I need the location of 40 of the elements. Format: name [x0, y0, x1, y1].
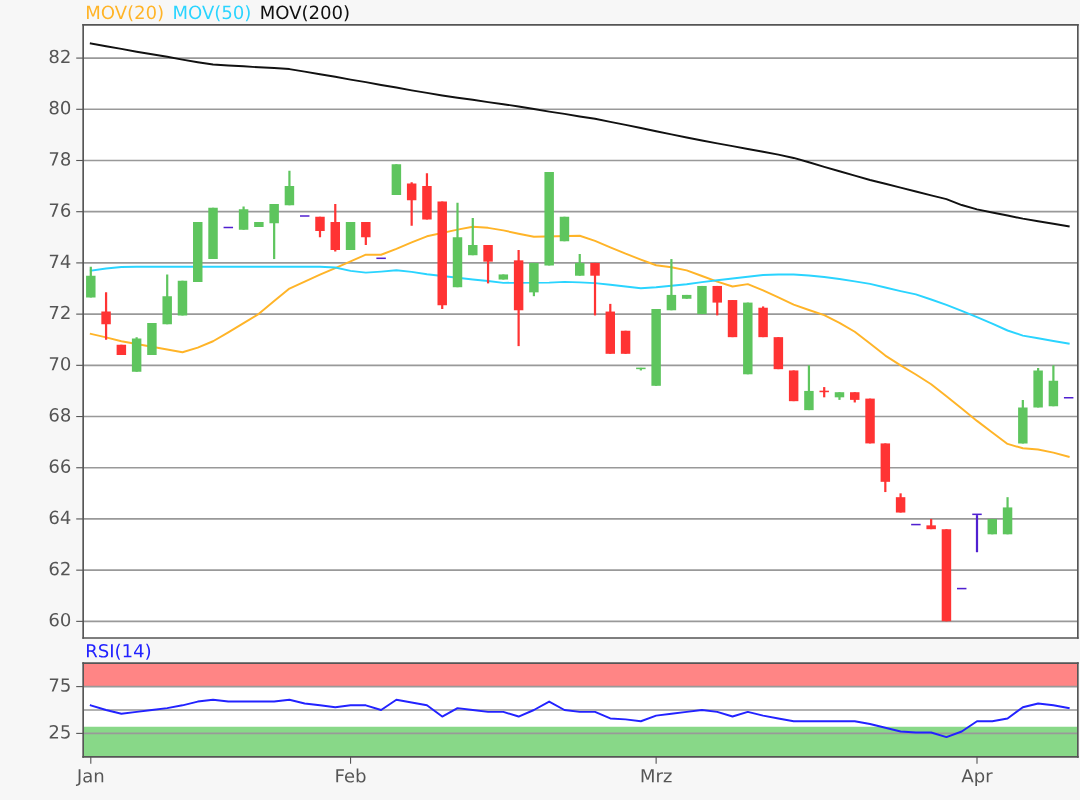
candlestick: [590, 261, 600, 317]
line-series: [89, 225, 1070, 458]
candlestick: [483, 243, 493, 285]
text: MOV(20): [87, 5, 163, 22]
x-tick-label: Jan: [75, 769, 104, 786]
candlestick: [804, 364, 814, 412]
y-tick-label: 62: [49, 561, 70, 576]
y-tick-label: 80: [49, 100, 71, 115]
y-tick-label: 75: [49, 678, 70, 692]
y-tick-label: 74: [49, 254, 71, 268]
candlestick: [575, 252, 585, 277]
candlestick: [284, 169, 295, 207]
y-tick-label: 25: [49, 724, 70, 739]
text: MOV(50): [174, 5, 250, 22]
x-tick-label: Feb: [336, 768, 366, 783]
text: RSI(14): [87, 643, 151, 660]
y-tick-label: 68: [49, 408, 71, 422]
y-tick-label: 82: [49, 49, 70, 64]
candlestick: [468, 217, 478, 257]
candlestick: [238, 205, 249, 231]
candlestick: [712, 284, 722, 317]
line-series: [89, 698, 1070, 739]
candlestick: [895, 492, 906, 514]
line-series: [89, 42, 1070, 228]
text: MOV(200): [261, 5, 349, 22]
y-tick-label: 60: [49, 612, 71, 627]
candlestick: [86, 265, 96, 299]
line-series: [89, 265, 1070, 345]
y-tick-label: 64: [49, 510, 71, 525]
x-tick-label: Mrz: [641, 769, 672, 783]
y-tick-label: 78: [49, 152, 71, 166]
y-tick-label: 72: [49, 305, 70, 320]
candlestick: [406, 181, 417, 227]
x-tick-label: Apr: [961, 769, 993, 787]
candlestick: [101, 291, 111, 341]
y-tick-label: 76: [49, 203, 71, 217]
candlestick: [666, 257, 677, 312]
candlestick: [269, 202, 279, 261]
y-tick-label: 66: [49, 459, 71, 473]
y-tick-label: 70: [49, 356, 71, 371]
